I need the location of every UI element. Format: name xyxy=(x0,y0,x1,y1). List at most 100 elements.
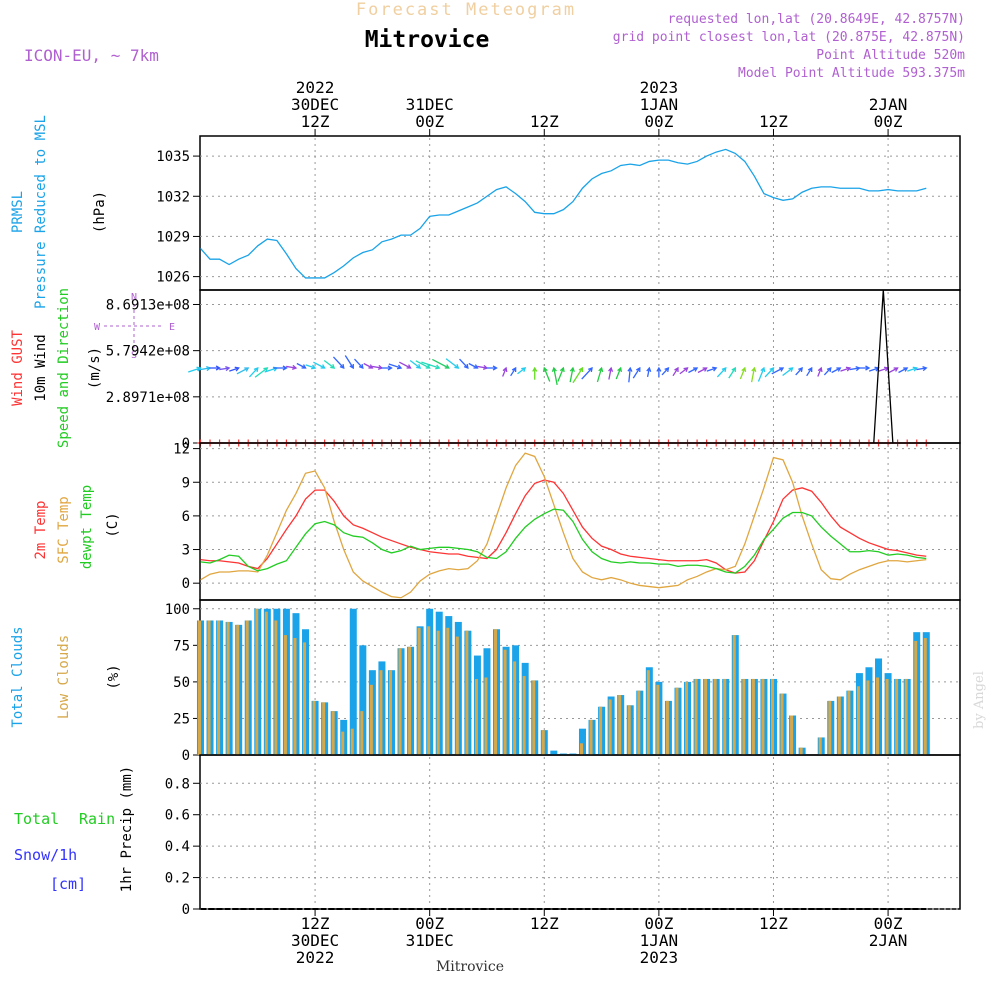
cloud-total-label: Total Clouds xyxy=(10,626,26,727)
wind-barb xyxy=(219,367,230,371)
bar-low-cloud xyxy=(207,620,211,755)
wind-barb xyxy=(878,367,889,372)
bottom-time-label: 1JAN xyxy=(640,931,679,950)
wind-barb xyxy=(510,367,517,377)
wind-barb xyxy=(817,367,822,377)
bar-low-cloud xyxy=(369,684,373,755)
wind-barb xyxy=(849,367,860,371)
wind-barb xyxy=(557,367,564,382)
bar-low-cloud xyxy=(656,684,660,755)
ytick-label: 9 xyxy=(182,475,190,491)
wind-barb xyxy=(898,367,908,374)
wind-barb xyxy=(728,367,736,379)
bottom-time-label: 31DEC xyxy=(406,931,454,950)
wind-barb xyxy=(371,365,383,369)
bar-low-cloud xyxy=(408,646,412,755)
wind-barb xyxy=(197,367,211,371)
ytick-label: 0 xyxy=(182,576,190,592)
bar-total-cloud xyxy=(550,750,558,755)
bar-low-cloud xyxy=(513,661,517,755)
wind-barb-head xyxy=(569,366,575,372)
bar-low-cloud xyxy=(923,638,927,755)
wind-barb-head xyxy=(406,364,412,369)
temp-unit: (C) xyxy=(105,512,121,537)
bar-low-cloud xyxy=(474,678,478,755)
top-time-label: 2JAN xyxy=(869,95,908,114)
wind-barb xyxy=(445,358,459,369)
wind-barb xyxy=(543,367,551,382)
ytick-label: 12 xyxy=(173,442,190,458)
bar-low-cloud xyxy=(904,678,908,755)
wind-barb-head xyxy=(826,367,832,373)
top-time-label: 2023 xyxy=(640,78,679,97)
wind-barb-head xyxy=(912,366,918,372)
wind-barb-head xyxy=(760,366,766,373)
wind-barb-head xyxy=(532,366,538,372)
bar-low-cloud xyxy=(694,678,698,755)
wind-barb-head xyxy=(578,366,584,372)
wind-barb xyxy=(764,367,774,378)
wind-barb xyxy=(363,362,373,369)
wind-barb-head xyxy=(751,366,757,372)
bar-low-cloud xyxy=(589,719,593,755)
credit-watermark: by Angel xyxy=(972,671,987,729)
wind-barb xyxy=(468,362,478,369)
bar-low-cloud xyxy=(665,700,669,755)
wind-barb-head xyxy=(836,367,842,372)
wind-barb xyxy=(661,367,669,376)
wind-barb-head xyxy=(731,366,736,372)
wind-unit: (m/s) xyxy=(87,347,103,389)
ytick-label: 0.8 xyxy=(165,776,190,792)
location-title: Mitrovice xyxy=(365,27,490,53)
compass-e: E xyxy=(169,322,175,333)
wind-barb xyxy=(757,367,765,382)
wind-barb-head xyxy=(387,365,393,371)
bar-low-cloud xyxy=(283,635,287,755)
wind-barb xyxy=(344,355,354,369)
wind-barb-head xyxy=(741,366,747,373)
bar-low-cloud xyxy=(866,680,870,755)
wind-barb xyxy=(553,367,558,385)
compass-s: S xyxy=(131,350,137,361)
bottom-time-label: 2JAN xyxy=(869,931,908,950)
wind-barb-head xyxy=(320,364,326,369)
bar-low-cloud xyxy=(494,629,498,755)
wind-barb-head xyxy=(693,367,699,372)
bar-low-cloud xyxy=(484,677,488,755)
wind-barb xyxy=(459,358,469,369)
cloud-unit: (%) xyxy=(106,664,122,689)
wind-barb xyxy=(332,356,345,369)
ytick-label: 100 xyxy=(165,602,190,618)
wind-barb-head xyxy=(244,367,250,372)
wind-barb xyxy=(569,367,574,383)
bar-low-cloud xyxy=(637,690,641,755)
bar-low-cloud xyxy=(341,731,345,755)
pressure-label-msl: Pressure Reduced to MSL xyxy=(33,115,49,309)
wind-barb xyxy=(679,367,688,375)
wind-barb xyxy=(697,367,707,374)
bar-total-cloud xyxy=(578,728,586,755)
ytick-label: 1026 xyxy=(156,270,190,286)
wind-barb xyxy=(254,367,268,378)
top-time-label: 30DEC xyxy=(291,95,339,114)
bar-low-cloud xyxy=(847,690,851,755)
bar-low-cloud xyxy=(599,706,603,755)
top-time-label: 00Z xyxy=(874,112,903,131)
bar-low-cloud xyxy=(895,678,899,755)
ytick-label: 75 xyxy=(173,638,190,654)
wind-barb-head xyxy=(702,367,708,372)
wind-10m-label: 10m Wind xyxy=(33,334,49,401)
panel-frame-precip xyxy=(199,754,961,910)
panel-pressure: 1026 1029 1032 1035 xyxy=(156,135,961,291)
wind-barb xyxy=(672,367,679,377)
wind-barb xyxy=(296,362,306,369)
wind-barb xyxy=(353,358,364,369)
wind-barb-head xyxy=(588,367,593,373)
bar-low-cloud xyxy=(761,678,765,755)
top-time-label: 00Z xyxy=(644,112,673,131)
wind-barb-head xyxy=(225,366,231,372)
wind-barb xyxy=(823,367,832,376)
bar-low-cloud xyxy=(226,621,230,755)
bottom-time-label: 30DEC xyxy=(291,931,339,950)
wind-barb-head xyxy=(339,363,345,369)
